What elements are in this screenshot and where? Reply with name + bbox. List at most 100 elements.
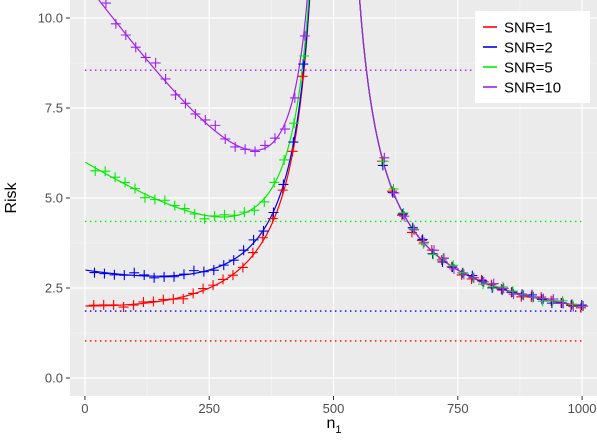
marker-point (269, 133, 280, 144)
marker-point (498, 283, 509, 294)
marker-point (138, 296, 149, 307)
marker-point (389, 187, 400, 198)
marker-point (149, 272, 160, 283)
marker-point (456, 269, 467, 280)
marker-point (100, 0, 111, 9)
marker-point (250, 146, 261, 157)
marker-point (108, 299, 119, 310)
marker-point (388, 183, 399, 194)
marker-point (139, 269, 150, 280)
marker-point (279, 154, 290, 165)
marker-point (476, 274, 487, 285)
marker-point (160, 73, 171, 84)
marker-point (168, 294, 179, 305)
x-tick-label: 0 (81, 401, 88, 416)
marker-point (546, 298, 557, 309)
x-tick-label: 250 (198, 401, 220, 416)
marker-point (220, 133, 231, 144)
marker-point (576, 300, 587, 311)
marker-point (139, 192, 150, 203)
marker-point (98, 299, 109, 310)
marker-point (396, 210, 407, 221)
marker-point (110, 18, 121, 29)
marker-point (120, 30, 131, 41)
marker-point (237, 262, 248, 273)
marker-point (219, 209, 230, 220)
marker-point (575, 302, 586, 313)
marker-point (428, 249, 439, 260)
marker-point (198, 283, 209, 294)
marker-point (518, 290, 529, 301)
marker-point (227, 270, 238, 281)
marker-point (566, 300, 577, 311)
marker-point (238, 245, 249, 256)
marker-point (208, 280, 219, 291)
marker-point (119, 270, 130, 281)
marker-point (537, 296, 548, 307)
marker-point (228, 255, 239, 266)
marker-point (558, 298, 569, 309)
marker-point (128, 300, 139, 311)
marker-point (526, 289, 537, 300)
marker-point (496, 283, 507, 294)
marker-point (289, 92, 300, 103)
marker-point (249, 205, 260, 216)
marker-point (120, 177, 131, 188)
marker-point (198, 266, 209, 277)
marker-point (287, 146, 298, 157)
marker-point (159, 271, 170, 282)
y-tick-label: 2.5 (45, 281, 63, 296)
marker-point (436, 254, 447, 265)
marker-point (158, 294, 169, 305)
legend-label: SNR=5 (504, 60, 553, 77)
marker-point (259, 196, 270, 207)
marker-point (159, 195, 170, 206)
marker-point (568, 301, 579, 312)
legend: SNR=1 SNR=2 SNR=5 SNR=10 (475, 11, 590, 103)
marker-point (88, 300, 99, 311)
marker-point (200, 114, 211, 125)
marker-point (170, 89, 181, 100)
marker-point (399, 211, 410, 222)
marker-point (268, 207, 279, 218)
marker-point (99, 268, 110, 279)
marker-point (527, 292, 538, 303)
marker-point (209, 210, 220, 221)
marker-point (468, 272, 479, 283)
marker-point (467, 270, 478, 281)
marker-point (507, 287, 518, 298)
marker-point (218, 274, 229, 285)
marker-point (89, 267, 100, 278)
marker-point (118, 302, 129, 313)
grid-major (70, 0, 597, 396)
marker-point (429, 245, 440, 256)
marker-point (90, 165, 101, 176)
marker-point (110, 172, 121, 183)
legend-label: SNR=1 (504, 20, 553, 37)
x-axis: 0 250 500 750 1000 (81, 396, 597, 416)
marker-point (377, 160, 388, 171)
marker-point (567, 299, 578, 310)
x-axis-title-main: n (326, 415, 335, 432)
marker-point (528, 291, 539, 302)
marker-point (188, 288, 199, 299)
marker-point (169, 200, 180, 211)
legend-label: SNR=2 (504, 40, 553, 57)
marker-point (277, 185, 288, 196)
x-axis-title: n1 (326, 415, 341, 436)
marker-point (298, 59, 309, 70)
marker-point (438, 253, 449, 264)
marker-point (297, 71, 308, 82)
marker-point (169, 271, 180, 282)
marker-point (188, 265, 199, 276)
marker-point (299, 50, 310, 61)
marker-point (497, 281, 508, 292)
marker-point (230, 141, 241, 152)
x-tick-label: 1000 (568, 401, 597, 416)
marker-point (178, 269, 189, 280)
marker-point (148, 296, 159, 307)
marker-point (487, 282, 498, 293)
marker-point (199, 213, 210, 224)
marker-point (288, 137, 299, 148)
